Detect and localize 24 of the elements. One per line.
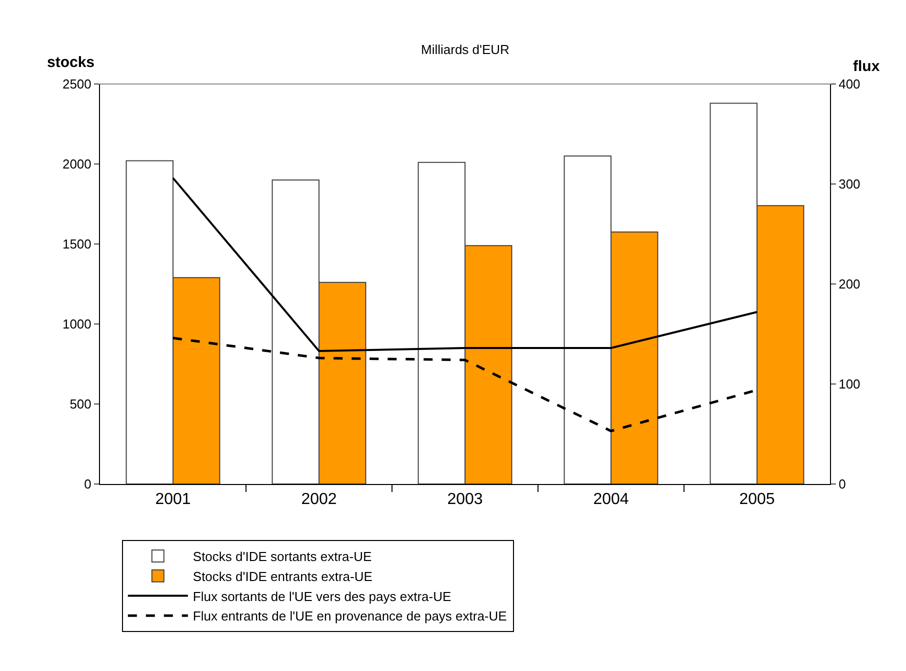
y2-axis-title: flux xyxy=(853,58,880,75)
y2-tick-label: 200 xyxy=(838,276,860,292)
x-tick-label: 2002 xyxy=(301,491,337,508)
legend-label: Flux entrants de l'UE en provenance de pays extra-UE xyxy=(192,608,508,624)
y-tick-label: 2000 xyxy=(62,156,92,172)
legend-label: Stocks d'IDE sortants extra-UE xyxy=(192,549,372,564)
legend-label: Stocks d'IDE entrants extra-UE xyxy=(192,568,373,584)
y-tick-label: 500 xyxy=(70,396,92,412)
y-tick-label: 2500 xyxy=(62,76,92,92)
y2-tick-label: 400 xyxy=(838,76,860,92)
y-tick-label: 1500 xyxy=(62,236,92,252)
x-tick-label: 2001 xyxy=(155,491,191,508)
x-tick-label: 2003 xyxy=(447,491,483,508)
y2-tick-label: 0 xyxy=(838,476,846,492)
y-tick-label: 0 xyxy=(84,476,92,492)
legend-label: Flux sortants de l'UE vers des pays extra-UE xyxy=(192,588,452,604)
x-tick-label: 2004 xyxy=(593,491,629,508)
y-tick-label: 1000 xyxy=(62,316,92,332)
y-axis-title: stocks xyxy=(47,54,95,71)
y2-tick-label: 100 xyxy=(838,376,860,392)
chart-subtitle: Milliards d'EUR xyxy=(421,42,510,57)
line-series xyxy=(172,177,758,352)
x-tick-label: 2005 xyxy=(739,491,775,508)
y2-tick-label: 300 xyxy=(838,176,860,192)
